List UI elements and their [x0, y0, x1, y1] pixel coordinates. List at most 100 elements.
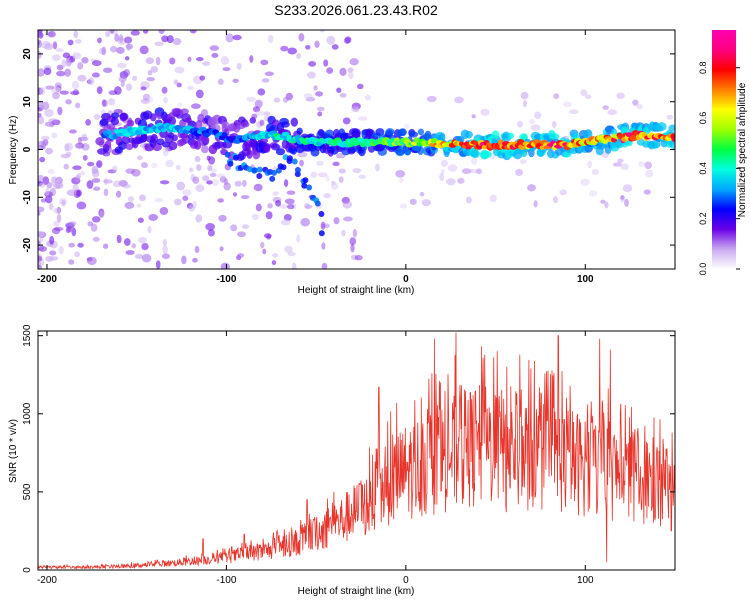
spectrogram-blob	[38, 30, 43, 34]
spectrogram-blob	[140, 86, 147, 91]
spectrogram-blob	[162, 238, 167, 247]
spectrogram-blob	[280, 45, 289, 52]
spectrogram-y-tick-label: 0	[22, 146, 33, 152]
spectrogram-blob	[78, 136, 89, 142]
spectrogram-blob	[44, 108, 54, 118]
spectrogram-blob	[331, 44, 339, 50]
spectrogram-blob	[440, 168, 445, 175]
spectrogram-blob	[72, 183, 79, 192]
spectrogram-blob	[287, 47, 298, 55]
spectrogram-blob	[529, 118, 535, 125]
spectrogram-blob	[139, 194, 146, 202]
colorbar-tick-label: 0.8	[698, 61, 708, 74]
spectrogram-blob	[161, 35, 169, 43]
spectrogram-blob	[638, 161, 645, 167]
spectrogram-blob	[249, 55, 254, 63]
snr-x-tick-label: 0	[403, 575, 409, 586]
spectrogram-blob	[38, 211, 41, 216]
spectrogram-blob	[38, 116, 45, 125]
spectrogram-blob	[332, 161, 340, 167]
spectrogram-heatmap	[38, 30, 675, 269]
spectrogram-blob	[409, 198, 417, 205]
spectrogram-blob	[253, 183, 263, 192]
spectrogram-blob	[171, 134, 178, 142]
spectrogram-blob	[101, 46, 107, 56]
spectrogram-blob	[241, 121, 250, 128]
spectrogram-blob	[111, 112, 120, 119]
spectrogram-blob	[55, 181, 64, 189]
spectrogram-blob	[264, 145, 271, 153]
spectrogram-blob	[192, 257, 198, 263]
spectrogram-blob	[61, 200, 66, 207]
spectrogram-blob	[109, 30, 115, 34]
spectrogram-blob	[189, 167, 194, 173]
spectrogram-blob	[351, 105, 360, 113]
spectrogram-blob	[173, 79, 179, 85]
spectrogram-blob	[236, 62, 242, 70]
spectrogram-blob	[251, 167, 258, 174]
spectrogram-blob	[440, 159, 448, 167]
spectrogram-blob	[51, 132, 58, 139]
spectrogram-blob	[162, 245, 168, 254]
spectrogram-blob	[76, 173, 82, 179]
spectrogram-blob	[580, 89, 588, 97]
spectrogram-blob	[385, 128, 395, 136]
spectrogram-blob	[216, 173, 226, 178]
spectrogram-blob	[342, 117, 351, 125]
spectrogram-blob	[205, 223, 215, 231]
spectrogram-blob	[591, 169, 599, 176]
spectrogram-blob	[471, 114, 476, 119]
spectrogram-blob	[131, 169, 141, 177]
spectrogram-blob	[195, 57, 204, 62]
spectrogram-blob	[163, 96, 168, 104]
spectrogram-blob	[56, 70, 66, 77]
spectrogram-blob	[398, 128, 407, 136]
spectrogram-blob	[256, 166, 263, 173]
spectrogram-blob	[358, 174, 366, 179]
spectrogram-blob	[103, 177, 108, 186]
spectrogram-blob	[207, 165, 213, 172]
spectrogram-blob	[259, 119, 265, 126]
spectrogram-blob	[217, 78, 224, 85]
spectrogram-blob	[515, 168, 523, 177]
spectrogram-blob	[304, 202, 310, 209]
spectrogram-blob	[600, 199, 606, 204]
spectrogram-blob	[131, 243, 137, 249]
spectrogram-blob	[211, 178, 219, 187]
spectrogram-blob	[519, 159, 527, 164]
spectrogram-blob	[180, 108, 189, 115]
spectrogram-blob	[53, 220, 60, 227]
spectrogram-blob	[263, 111, 271, 116]
spectrogram-blob	[230, 224, 238, 232]
snr-y-tick-label: 1500	[22, 324, 33, 347]
spectrogram-blob	[59, 90, 69, 95]
spectrogram-blob	[155, 260, 161, 269]
colorbar-tick-label: 0.2	[698, 212, 708, 225]
spectrogram-blob	[304, 204, 313, 209]
spectrogram-blob	[620, 195, 626, 203]
spectrogram-blob	[112, 180, 122, 188]
spectrogram-blob	[147, 96, 154, 103]
spectrogram-blob	[470, 157, 478, 165]
spectrogram-blob	[469, 168, 480, 174]
spectrogram-blob	[364, 94, 371, 101]
spectrogram-blob	[307, 71, 316, 79]
spectrogram-blob	[217, 198, 224, 203]
spectrogram-blob	[338, 168, 346, 174]
spectrogram-blob	[58, 245, 64, 255]
spectrogram-blob	[465, 196, 472, 204]
spectrogram-blob	[584, 94, 592, 100]
snr-x-tick-label: 100	[577, 575, 594, 586]
spectrogram-blob	[68, 259, 75, 265]
spectrogram-blob	[280, 121, 290, 128]
spectrogram-blob	[147, 225, 152, 234]
spectrogram-blob	[338, 176, 344, 183]
spectrogram-blob	[559, 189, 567, 196]
spectrogram-blob	[580, 178, 590, 187]
spectrogram-blob	[194, 155, 201, 163]
spectrogram-blob	[137, 217, 144, 223]
spectrogram-blob	[150, 133, 159, 144]
spectrogram-blob	[141, 253, 152, 263]
spectrogram-blob	[195, 184, 205, 193]
